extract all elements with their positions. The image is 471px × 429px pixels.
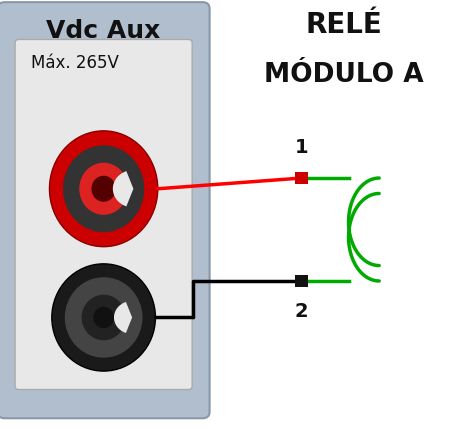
FancyBboxPatch shape bbox=[0, 2, 210, 418]
Text: MÓDULO A: MÓDULO A bbox=[264, 62, 423, 88]
Ellipse shape bbox=[93, 307, 114, 328]
Ellipse shape bbox=[63, 145, 144, 232]
Ellipse shape bbox=[52, 264, 155, 371]
Wedge shape bbox=[114, 302, 132, 333]
Ellipse shape bbox=[49, 131, 158, 247]
Bar bbox=[295, 275, 308, 287]
Text: Máx. 265V: Máx. 265V bbox=[31, 54, 119, 72]
Ellipse shape bbox=[65, 277, 143, 358]
Ellipse shape bbox=[81, 295, 126, 340]
Ellipse shape bbox=[79, 163, 128, 215]
Text: 2: 2 bbox=[295, 302, 308, 321]
Text: Vdc Aux: Vdc Aux bbox=[47, 19, 161, 43]
Text: 1: 1 bbox=[295, 138, 308, 157]
Ellipse shape bbox=[91, 176, 116, 202]
Wedge shape bbox=[113, 171, 133, 206]
Bar bbox=[295, 172, 308, 184]
FancyBboxPatch shape bbox=[15, 39, 192, 390]
Text: RELÉ: RELÉ bbox=[306, 11, 382, 39]
